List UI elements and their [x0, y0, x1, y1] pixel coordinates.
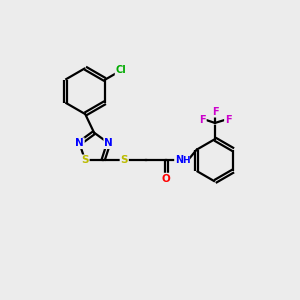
Text: N: N	[104, 138, 113, 148]
Text: F: F	[212, 107, 218, 117]
Text: H: H	[182, 156, 189, 165]
Text: N: N	[175, 155, 183, 165]
Text: F: F	[225, 115, 232, 125]
Text: F: F	[199, 115, 206, 125]
Text: Cl: Cl	[116, 65, 126, 76]
Text: N: N	[75, 138, 84, 148]
Text: O: O	[162, 174, 171, 184]
Text: S: S	[121, 155, 128, 165]
Text: S: S	[81, 155, 89, 165]
